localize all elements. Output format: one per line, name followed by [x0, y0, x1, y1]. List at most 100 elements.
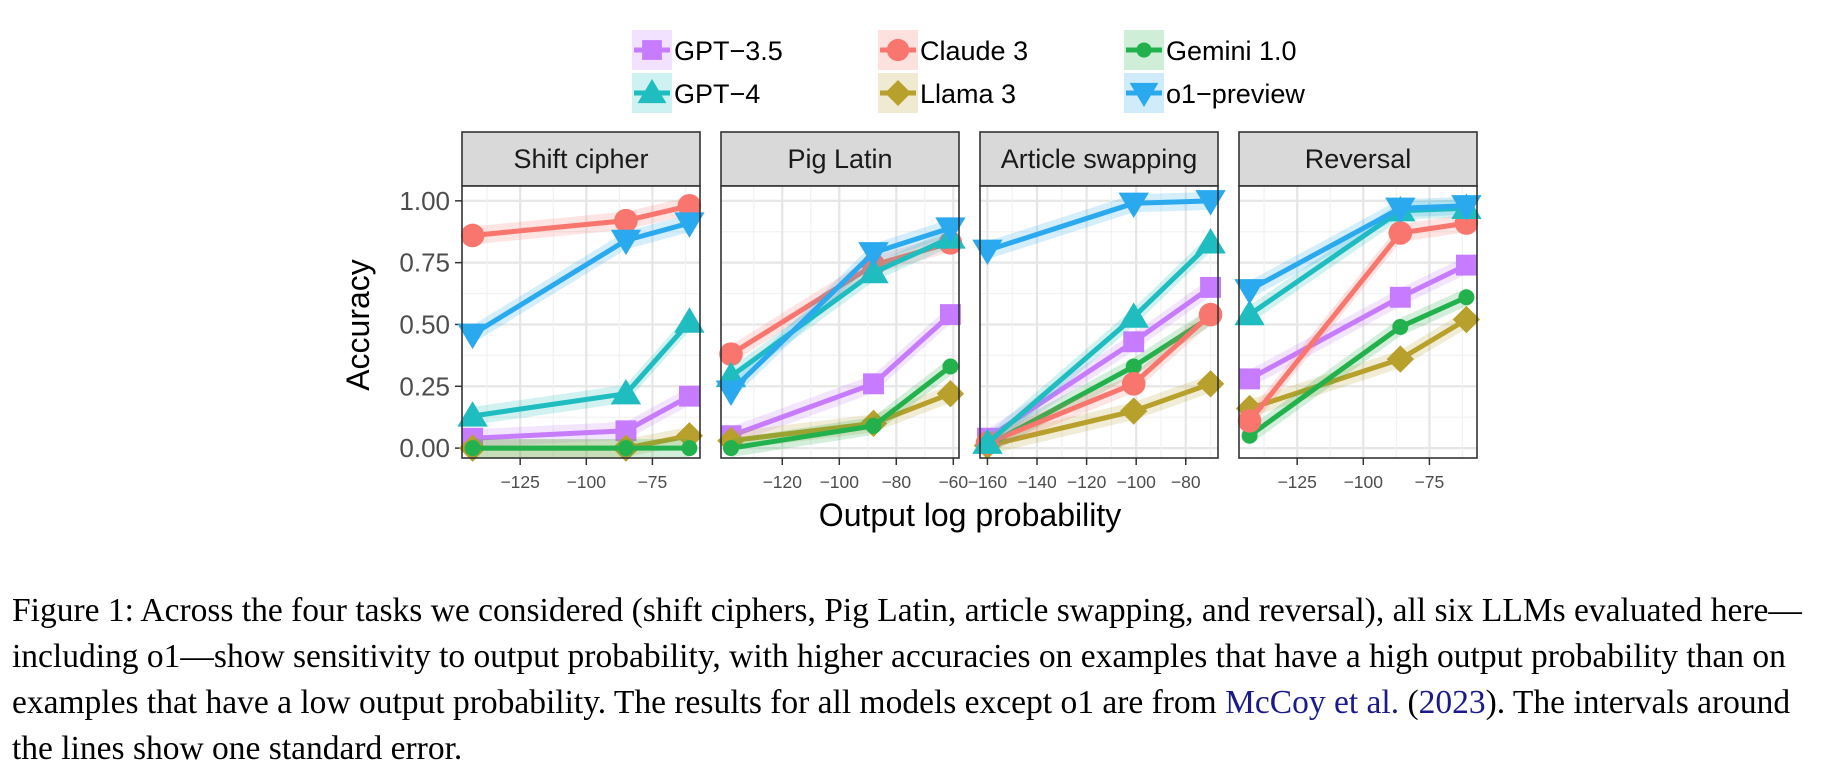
data-point: [1198, 302, 1223, 327]
citation-year-link[interactable]: 2023: [1418, 684, 1486, 721]
data-point: [675, 422, 704, 450]
x-tick-label: −75: [1415, 472, 1445, 492]
data-point: [1123, 331, 1145, 353]
series: [715, 217, 966, 406]
data-point: [1392, 318, 1409, 335]
data-point: [457, 323, 488, 350]
series-error-band: [730, 357, 951, 458]
data-point: [610, 229, 642, 256]
series-error-band: [730, 233, 951, 364]
legend-key-marker: [886, 38, 910, 62]
series: [1235, 305, 1481, 423]
data-point: [678, 385, 700, 407]
figure-chart: GPT−3.5 Claude 3 Gemini 1.0 GPT−4 Llama 3 o1−…: [340, 30, 1482, 533]
legend-item: o1−preview: [1124, 73, 1305, 113]
data-point: [674, 307, 705, 333]
figure-caption: Figure 1: Across the four tasks we consi…: [12, 588, 1812, 772]
panel-series: [715, 217, 966, 458]
x-tick-label: −100: [820, 472, 860, 492]
data-point: [1234, 279, 1265, 305]
y-axis-label: Accuracy: [340, 259, 376, 391]
series-error-band: [1249, 199, 1467, 324]
citation-authors-link[interactable]: McCoy et al.: [1225, 684, 1400, 721]
panel-title: Article swapping: [1001, 144, 1198, 174]
data-point: [460, 223, 485, 248]
y-tick-label: 1.00: [399, 186, 450, 216]
data-point: [1452, 305, 1481, 334]
data-point: [1451, 195, 1482, 221]
data-point: [677, 194, 702, 218]
y-tick-label: 0.00: [399, 433, 450, 463]
x-axis: −125 −100 −75: [1277, 458, 1444, 492]
x-tick-label: −100: [567, 472, 607, 492]
panel-border: [979, 185, 1219, 459]
x-axis: −125 −100 −75: [500, 458, 667, 492]
data-point: [1118, 192, 1149, 219]
axis-titles: Accuracy Output log probability: [340, 259, 1121, 533]
series-error-band: [730, 228, 951, 386]
data-point: [722, 440, 739, 457]
data-point: [1458, 289, 1475, 306]
x-tick-label: −80: [881, 472, 911, 492]
data-point: [1386, 345, 1414, 373]
series-error-band: [730, 305, 951, 445]
data-point: [674, 212, 705, 238]
panel-title: Pig Latin: [787, 144, 892, 174]
data-point: [1385, 197, 1416, 223]
data-point: [681, 440, 698, 457]
data-point: [457, 401, 488, 427]
series-error-band: [987, 191, 1211, 260]
legend-item: GPT−4: [632, 73, 760, 113]
series: [457, 212, 705, 350]
series-error-band: [472, 214, 690, 344]
data-point: [615, 420, 637, 442]
series: [1234, 195, 1482, 305]
panel-strip: [461, 131, 701, 187]
series-error-band: [1249, 288, 1467, 445]
series: [722, 357, 959, 458]
panel-series: [457, 194, 705, 462]
panel-title: Reversal: [1305, 144, 1412, 174]
data-point: [614, 208, 638, 233]
data-point: [1388, 221, 1413, 245]
data-point: [863, 373, 884, 395]
y-tick-label: 0.25: [399, 371, 450, 401]
panel-border: [461, 185, 701, 459]
data-point: [858, 242, 889, 268]
x-tick-label: −125: [1277, 472, 1316, 492]
data-point: [1455, 254, 1477, 276]
data-point: [719, 342, 743, 366]
panel-series: [972, 190, 1226, 460]
data-point: [865, 417, 882, 434]
data-point: [610, 378, 642, 405]
panel-strip: [720, 131, 960, 187]
x-tick-label: −60: [938, 472, 968, 492]
data-point: [1121, 372, 1146, 396]
data-point: [936, 380, 965, 408]
data-point: [617, 440, 634, 457]
data-point: [1389, 286, 1411, 308]
data-point: [1235, 394, 1264, 423]
panel-strip: [1238, 131, 1478, 187]
series: [1237, 211, 1479, 433]
data-point: [1118, 302, 1149, 328]
data-point: [939, 304, 961, 326]
series: [972, 228, 1226, 454]
legend-label: GPT−4: [674, 79, 760, 109]
legend-item: Llama 3: [878, 73, 1016, 113]
series-error-band: [987, 305, 1211, 453]
panel: Reversal −125 −100 −75: [1234, 131, 1482, 492]
x-tick-label: −125: [500, 472, 539, 492]
legend-key-marker: [642, 40, 662, 60]
x-axis: −120 −100 −80 −60: [763, 458, 968, 492]
panel: Shift cipher −125 −100 −75: [457, 131, 705, 492]
x-axis: −160 −140 −120 −100 −80: [968, 458, 1201, 492]
y-tick-label: 0.75: [399, 248, 450, 278]
x-tick-label: −140: [1017, 472, 1057, 492]
x-tick-label: −120: [1067, 472, 1107, 492]
x-tick-label: −75: [638, 472, 668, 492]
caption-text-2: ). The intervals around the lines show o…: [12, 684, 1791, 767]
series: [462, 385, 700, 449]
data-point: [1234, 299, 1265, 326]
legend-key-marker: [1136, 42, 1152, 58]
